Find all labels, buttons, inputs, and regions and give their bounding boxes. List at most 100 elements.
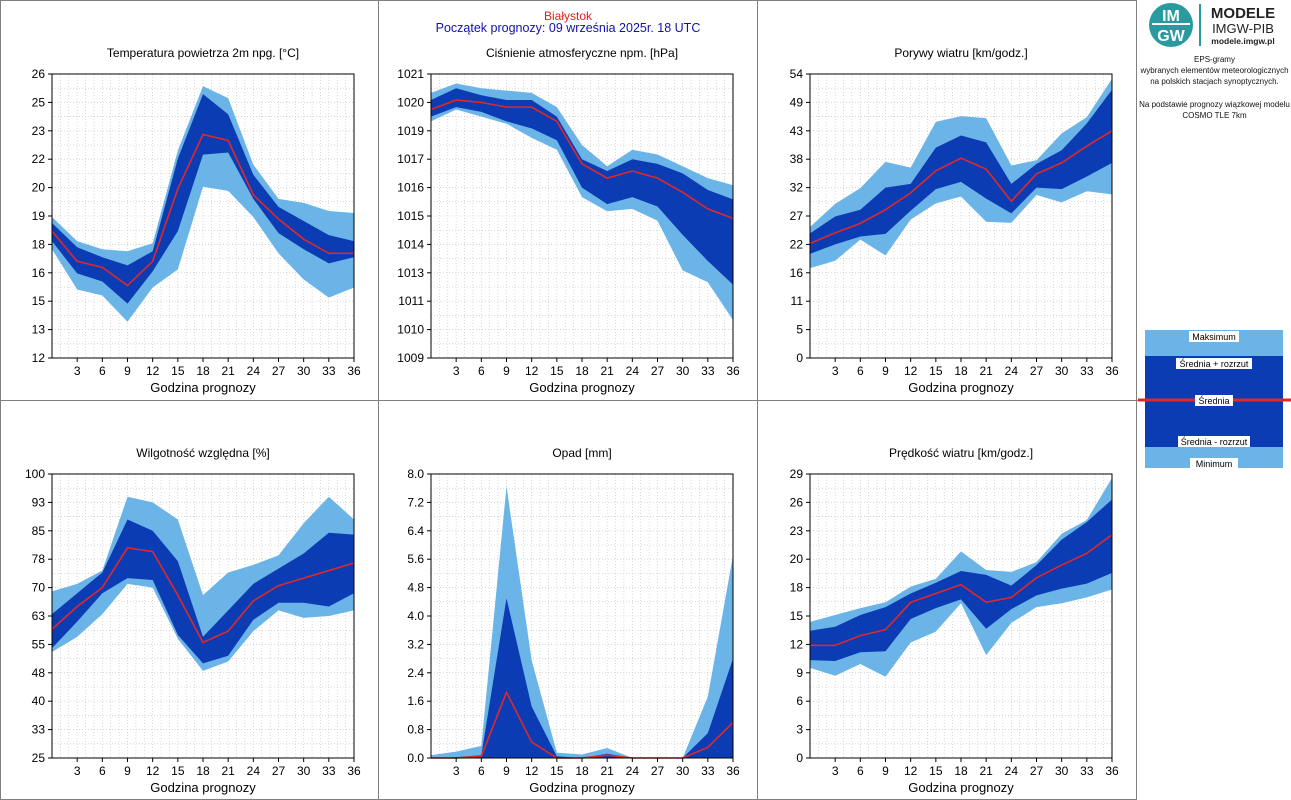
series-spread-band (810, 499, 1112, 662)
x-tick-label: 21 (221, 364, 235, 378)
y-tick-label: 1021 (397, 67, 424, 81)
y-tick-label: 1016 (397, 181, 424, 195)
y-tick-label: 11 (791, 294, 804, 308)
x-tick-label: 3 (74, 764, 81, 778)
x-tick-label: 36 (726, 364, 740, 378)
x-tick-label: 12 (904, 364, 918, 378)
x-tick-label: 6 (478, 364, 485, 378)
y-tick-label: 27 (790, 209, 804, 223)
chart-pressure: 1009 1010 1011 1013 1014 1015 1016 1017 1019 1020… (397, 46, 740, 395)
series-spread-band (431, 88, 733, 285)
x-tick-label: 15 (171, 364, 185, 378)
side-text-line1: EPS-gramy (1194, 55, 1235, 64)
x-tick-label: 15 (550, 364, 564, 378)
x-tick-label: 3 (832, 364, 839, 378)
y-tick-label: 33 (32, 723, 46, 737)
y-tick-label: 12 (32, 351, 46, 365)
y-tick-label: 19 (32, 209, 46, 223)
y-tick-label: 1013 (397, 266, 424, 280)
x-tick-label: 12 (904, 764, 918, 778)
x-tick-label: 9 (882, 364, 889, 378)
x-tick-label: 33 (1080, 364, 1094, 378)
x-tick-label: 27 (651, 764, 665, 778)
y-tick-label: 54 (790, 67, 804, 81)
x-tick-label: 6 (857, 764, 864, 778)
legend-min-label: Minimum (1196, 459, 1233, 469)
chart-precipitation: 0.00.81.62.43.24.04.85.66.47.28.03 6 9 12 15… (407, 446, 740, 795)
x-tick-label: 21 (979, 764, 993, 778)
y-tick-label: 22 (790, 237, 804, 251)
legend-min-band (1145, 447, 1283, 468)
x-tick-label: 33 (1080, 764, 1094, 778)
x-tick-label: 33 (322, 364, 336, 378)
y-tick-label: 5.6 (407, 552, 424, 566)
x-tick-label: 27 (651, 364, 665, 378)
x-tick-label: 21 (600, 764, 614, 778)
y-tick-label: 70 (32, 581, 46, 595)
x-tick-label: 18 (954, 764, 968, 778)
y-tick-label: 1017 (397, 152, 424, 166)
y-tick-label: 93 (32, 495, 46, 509)
y-tick-label: 43 (790, 124, 804, 138)
x-tick-label: 3 (453, 764, 460, 778)
x-tick-label: 30 (1055, 764, 1069, 778)
x-tick-label: 9 (124, 764, 131, 778)
chart-title: Temperatura powietrza 2m npg. [°C] (107, 46, 299, 60)
y-tick-label: 63 (32, 609, 46, 623)
x-tick-label: 24 (1005, 364, 1019, 378)
x-tick-label: 12 (525, 764, 539, 778)
legend-mean-label-bg (1195, 395, 1233, 406)
x-axis-label: Godzina prognozy (908, 380, 1014, 395)
y-tick-label: 3.2 (407, 637, 424, 651)
x-tick-label: 15 (550, 764, 564, 778)
x-tick-label: 21 (600, 364, 614, 378)
chart-title: Wilgotność względna [%] (136, 446, 269, 460)
logo-url: modele.imgw.pl (1211, 36, 1274, 46)
series-min-max-band (52, 86, 354, 322)
side-text-line5: COSMO TLE 7km (1182, 111, 1247, 120)
x-tick-label: 9 (503, 364, 510, 378)
y-tick-label: 32 (790, 181, 804, 195)
x-tick-label: 30 (297, 764, 311, 778)
y-tick-label: 6 (796, 694, 803, 708)
x-tick-label: 12 (146, 364, 160, 378)
y-tick-label: 1020 (397, 95, 424, 109)
series-mean-line (51, 546, 355, 644)
y-tick-label: 6.4 (407, 524, 424, 538)
y-tick-label: 40 (32, 694, 46, 708)
y-tick-label: 0 (796, 351, 803, 365)
y-tick-label: 38 (790, 152, 804, 166)
series-spread-band (431, 598, 733, 758)
x-axis-label: Godzina prognozy (150, 380, 256, 395)
x-tick-label: 33 (322, 764, 336, 778)
y-tick-label: 5 (796, 323, 803, 337)
y-tick-label: 23 (790, 524, 804, 538)
series-mean-line (810, 534, 1113, 647)
x-tick-label: 12 (525, 364, 539, 378)
x-tick-label: 30 (676, 764, 690, 778)
y-tick-label: 25 (32, 751, 46, 765)
logo-title: MODELE (1211, 5, 1275, 22)
y-tick-label: 12 (790, 637, 804, 651)
x-tick-label: 3 (832, 764, 839, 778)
y-tick-label: 1009 (397, 351, 424, 365)
y-tick-label: 85 (32, 524, 46, 538)
y-tick-label: 20 (32, 181, 46, 195)
x-tick-label: 30 (297, 364, 311, 378)
legend: Maksimum Średnia + rozrzut Średnia Średn… (1138, 330, 1291, 469)
x-tick-label: 21 (221, 764, 235, 778)
side-text-line2: wybranych elementów meteorologicznych (1140, 66, 1289, 75)
y-tick-label: 15 (32, 294, 46, 308)
side-text-line4: Na podstawie prognozy wiązkowej modelu (1139, 100, 1290, 109)
y-tick-label: 1011 (398, 294, 424, 308)
y-tick-label: 16 (32, 266, 46, 280)
legend-mean-minus-label-bg (1178, 436, 1250, 447)
y-tick-label: 20 (790, 552, 804, 566)
grid (431, 474, 733, 758)
